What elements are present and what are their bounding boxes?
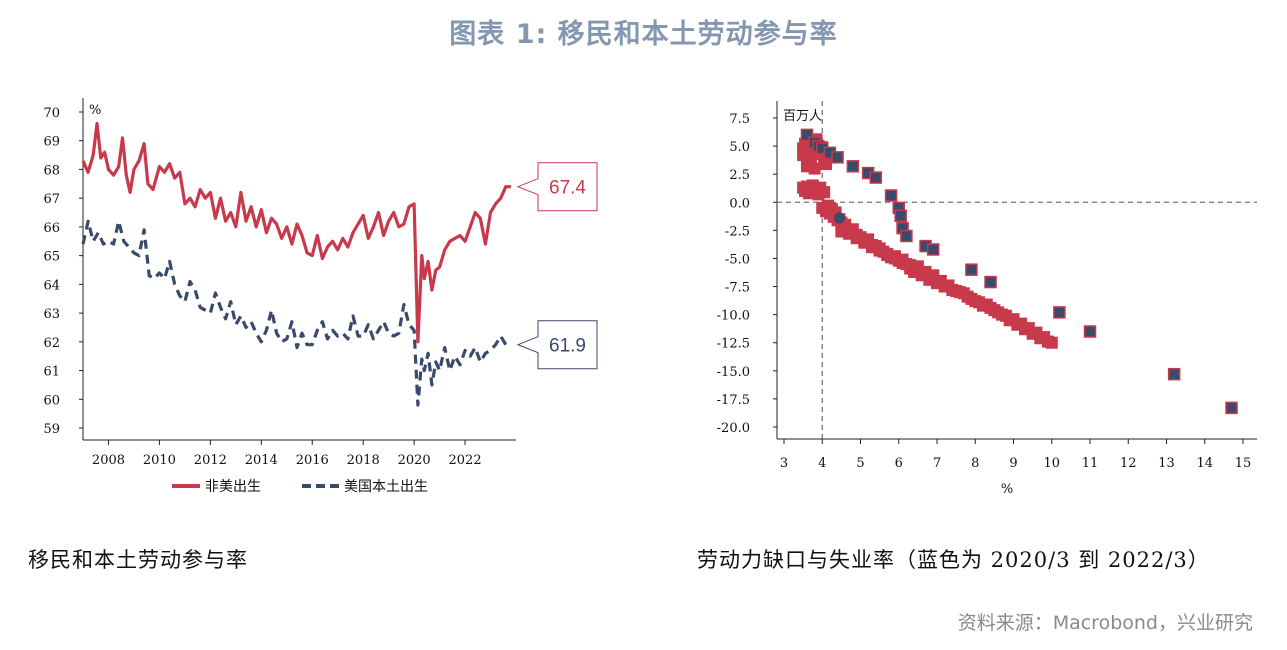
left-line-chart: 70 69 68 67 66 65 64 63 62 61 60 59 2008 2010 2012 201… (43, 98, 598, 495)
right-y-tick-label: -20.0 (717, 421, 750, 436)
right-scatter-chart: 7.5 5.0 2.5 0.0 -2.5 -5.0 -7.5 -10.0 -12.5 -15.0 -… (717, 101, 1257, 497)
left-y-tick-label: 67 (43, 192, 60, 207)
right-x-tick-label: 4 (818, 456, 826, 471)
callout-box (516, 162, 598, 212)
scatter-point-blue (1053, 306, 1066, 319)
legend-label-foreign: 非美出生 (205, 479, 261, 495)
right-y-tick-label: 5.0 (729, 140, 750, 155)
right-x-tick-label: 15 (1235, 456, 1252, 471)
legend-label-native: 美国本土出生 (344, 479, 428, 495)
scatter-point-blue (965, 263, 978, 276)
left-x-tick-label: 2012 (194, 453, 227, 468)
left-y-tick-label: 70 (43, 106, 60, 121)
scatter-point-blue (984, 275, 997, 289)
left-y-tick-label: 59 (43, 422, 60, 437)
right-y-tick-label: 2.5 (729, 168, 750, 183)
right-y-tick-label: -5.0 (725, 252, 750, 267)
scatter-point-blue (846, 160, 860, 173)
scatter-point-red (808, 162, 821, 175)
left-y-tick-label: 66 (43, 221, 60, 236)
left-legend: 非美出生 美国本土出生 (172, 479, 428, 495)
callout-label: 67.4 (549, 178, 586, 199)
right-y-tick-label: -15.0 (717, 365, 750, 380)
scatter-point-blue (1225, 401, 1238, 415)
figure-title: 图表 1: 移民和本土劳动参与率 (449, 19, 838, 50)
left-y-tick-label: 62 (43, 336, 60, 351)
scatter-point-red (881, 249, 894, 262)
left-y-unit: % (89, 103, 101, 118)
scatter-point-red (1041, 335, 1054, 348)
right-x-tick-label: 9 (1009, 456, 1017, 471)
scatter-point-blue (926, 243, 940, 256)
right-y-tick-label: -12.5 (717, 337, 750, 352)
scatter-point-blue (869, 171, 883, 184)
scatter-point-red (820, 158, 833, 171)
left-y-tick-label: 61 (43, 365, 60, 380)
right-y-tick-label: -2.5 (725, 224, 750, 239)
left-y-tick-label: 68 (43, 163, 60, 178)
left-y-tick-label: 69 (43, 135, 60, 150)
left-x-tick-label: 2022 (449, 453, 482, 468)
right-x-tick-label: 5 (856, 456, 864, 471)
scatter-point-blue (831, 151, 844, 164)
right-x-tick-label: 10 (1043, 456, 1060, 471)
left-y-tick-label: 65 (43, 250, 60, 265)
right-x-tick-label: 11 (1082, 456, 1099, 471)
scatter-point-blue (800, 128, 814, 142)
right-x-tick-label: 13 (1158, 456, 1175, 471)
left-x-tick-label: 2020 (398, 453, 431, 468)
scatter-point-blue (900, 229, 913, 243)
left-x-tick-label: 2010 (143, 453, 176, 468)
source-note: 资料来源：Macrobond，兴业研究 (957, 612, 1253, 634)
right-x-tick-label: 7 (933, 456, 941, 471)
right-y-tick-label: 0.0 (729, 196, 750, 211)
callout-box (516, 320, 598, 370)
right-x-tick-label: 14 (1196, 456, 1213, 471)
scatter-point-blue (884, 189, 898, 202)
right-y-tick-label: -7.5 (725, 281, 750, 296)
left-y-tick-label: 64 (43, 278, 60, 293)
left-y-tick-label: 60 (43, 393, 60, 408)
scatter-point-blue (833, 212, 845, 224)
scatter-point-blue (1083, 325, 1097, 338)
left-y-tick-label: 63 (43, 307, 60, 322)
right-x-tick-label: 3 (780, 456, 788, 471)
series-native-born-line (81, 219, 511, 407)
scatter-point-red (818, 186, 831, 199)
scatter-point-blue (894, 209, 907, 223)
right-y-tick-label: -17.5 (717, 393, 750, 408)
scatter-point-blue (1167, 367, 1181, 381)
left-x-tick-label: 2008 (92, 453, 125, 468)
right-y-tick-label: 7.5 (729, 112, 750, 127)
right-y-tick-label: -10.0 (717, 309, 750, 324)
right-x-tick-label: 12 (1120, 456, 1137, 471)
left-x-tick-label: 2018 (347, 453, 380, 468)
right-y-unit: 百万人 (783, 109, 822, 124)
left-x-tick-label: 2014 (245, 453, 278, 468)
left-caption: 移民和本土劳动参与率 (28, 548, 248, 572)
right-caption: 劳动力缺口与失业率（蓝色为 2020/3 到 2022/3） (697, 548, 1210, 572)
right-x-tick-label: 6 (895, 456, 903, 471)
right-x-tick-label: 8 (971, 456, 979, 471)
callout-label: 61.9 (549, 336, 586, 357)
series-foreign-born-line (81, 121, 511, 344)
left-x-tick-label: 2016 (296, 453, 329, 468)
right-x-unit: % (1001, 482, 1013, 497)
